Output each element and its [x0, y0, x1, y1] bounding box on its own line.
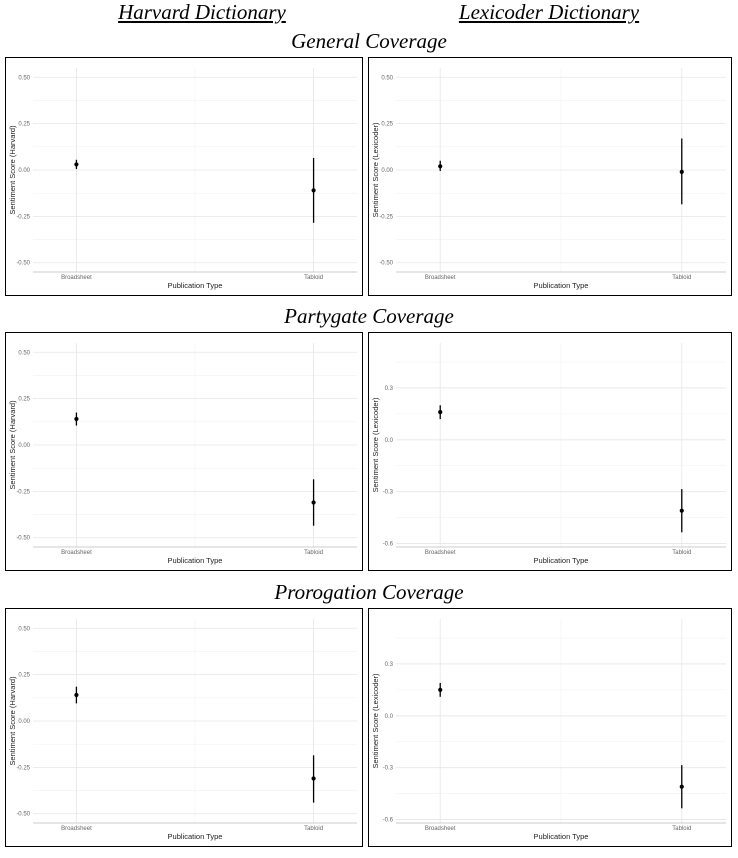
y-tick-label: 0.00	[18, 443, 30, 449]
data-point	[438, 164, 443, 169]
y-tick-label: 0.25	[18, 673, 30, 679]
x-tick-label: Tabloid	[304, 275, 323, 281]
y-tick-label: -0.25	[379, 214, 393, 220]
y-tick-label: 0.0	[385, 438, 394, 444]
y-axis-title: Sentiment Score (Lexicoder)	[371, 397, 380, 493]
data-point	[438, 410, 443, 415]
y-tick-label: 0.25	[18, 397, 30, 403]
y-tick-label: 0.50	[18, 350, 30, 356]
x-tick-label: Broadsheet	[425, 275, 456, 281]
lexicoder-dictionary-header: Lexicoder Dictionary	[458, 0, 640, 24]
y-tick-label: -0.3	[383, 766, 394, 772]
y-tick-label: 0.3	[385, 386, 394, 392]
y-tick-label: 0.25	[381, 122, 393, 128]
y-tick-label: -0.25	[16, 489, 30, 495]
chart-partygate-harvard: 0.50 0.25 0.00 -0.25 -0.50 Broadsheet Tabloid P…	[5, 332, 363, 571]
y-tick-label: 0.25	[18, 122, 30, 128]
x-tick-label: Broadsheet	[61, 826, 92, 832]
x-tick-label: Tabloid	[672, 826, 691, 832]
data-point	[74, 162, 79, 167]
y-tick-label: 0.50	[18, 75, 30, 81]
y-tick-label: 0.50	[18, 626, 30, 632]
section-title-prorogation: Prorogation Coverage	[274, 580, 464, 604]
x-axis-title: Publication Type	[168, 281, 223, 290]
y-axis-title: Sentiment Score (Harvard)	[8, 125, 17, 215]
x-tick-label: Tabloid	[304, 550, 323, 556]
y-tick-label: -0.3	[383, 490, 394, 496]
y-tick-label: 0.3	[385, 662, 394, 668]
section-title-general: General Coverage	[291, 29, 447, 53]
x-axis-title: Publication Type	[534, 556, 589, 565]
data-point	[311, 500, 316, 505]
chart-prorogation-lexicoder: 0.3 0.0 -0.3 -0.6 Broadsheet Tabloid Publicati…	[368, 608, 732, 847]
y-tick-label: -0.50	[16, 261, 30, 267]
x-axis-title: Publication Type	[168, 556, 223, 565]
y-tick-label: 0.00	[18, 168, 30, 174]
y-axis-title: Sentiment Score (Harvard)	[8, 676, 17, 766]
x-axis-title: Publication Type	[534, 281, 589, 290]
chart-svg: 0.50 0.25 0.00 -0.25 -0.50 Broadsheet Tabloid P…	[371, 68, 726, 290]
x-tick-label: Tabloid	[672, 275, 691, 281]
chart-svg: 0.3 0.0 -0.3 -0.6 Broadsheet Tabloid Publicati…	[371, 343, 726, 565]
data-point	[74, 416, 79, 422]
data-point	[74, 692, 79, 698]
chart-general-lexicoder: 0.50 0.25 0.00 -0.25 -0.50 Broadsheet Tabloid P…	[368, 57, 732, 296]
data-point	[679, 169, 684, 174]
data-point	[679, 784, 684, 789]
y-tick-label: -0.50	[16, 812, 30, 818]
harvard-dictionary-header: Harvard Dictionary	[118, 0, 286, 24]
data-point	[438, 687, 443, 692]
data-point	[679, 508, 684, 513]
y-tick-label: -0.6	[383, 542, 394, 548]
chart-svg: 0.50 0.25 0.00 -0.25 -0.50 Broadsheet Tabloid P…	[8, 343, 357, 565]
data-point	[311, 188, 316, 193]
y-tick-label: 0.50	[381, 75, 393, 81]
y-tick-label: 0.00	[381, 168, 393, 174]
y-axis-title: Sentiment Score (Harvard)	[8, 400, 17, 490]
chart-svg: 0.3 0.0 -0.3 -0.6 Broadsheet Tabloid Publicati…	[371, 619, 726, 841]
y-tick-label: -0.50	[16, 536, 30, 542]
y-tick-label: 0.0	[385, 714, 394, 720]
x-tick-label: Tabloid	[304, 826, 323, 832]
chart-svg: 0.50 0.25 0.00 -0.25 -0.50 Broadsheet Tabloid P…	[8, 68, 357, 290]
y-axis-title: Sentiment Score (Lexicoder)	[371, 673, 380, 769]
y-tick-label: -0.6	[383, 818, 394, 824]
y-tick-label: -0.50	[379, 261, 393, 267]
y-tick-label: 0.00	[18, 719, 30, 725]
chart-svg: 0.50 0.25 0.00 -0.25 -0.50 Broadsheet Tabloid P…	[8, 619, 357, 841]
chart-prorogation-harvard: 0.50 0.25 0.00 -0.25 -0.50 Broadsheet Tabloid P…	[5, 608, 363, 847]
x-tick-label: Broadsheet	[425, 826, 456, 832]
y-axis-title: Sentiment Score (Lexicoder)	[371, 122, 380, 218]
x-tick-label: Broadsheet	[425, 550, 456, 556]
section-title-partygate: Partygate Coverage	[284, 304, 454, 328]
x-tick-label: Broadsheet	[61, 550, 92, 556]
chart-general-harvard: 0.50 0.25 0.00 -0.25 -0.50 Broadsheet Tabloid P…	[5, 57, 363, 296]
x-axis-title: Publication Type	[534, 832, 589, 841]
x-axis-title: Publication Type	[168, 832, 223, 841]
x-tick-label: Tabloid	[672, 550, 691, 556]
y-tick-label: -0.25	[16, 765, 30, 771]
data-point	[311, 776, 316, 781]
chart-partygate-lexicoder: 0.3 0.0 -0.3 -0.6 Broadsheet Tabloid Publicati…	[368, 332, 732, 571]
y-tick-label: -0.25	[16, 214, 30, 220]
x-tick-label: Broadsheet	[61, 275, 92, 281]
